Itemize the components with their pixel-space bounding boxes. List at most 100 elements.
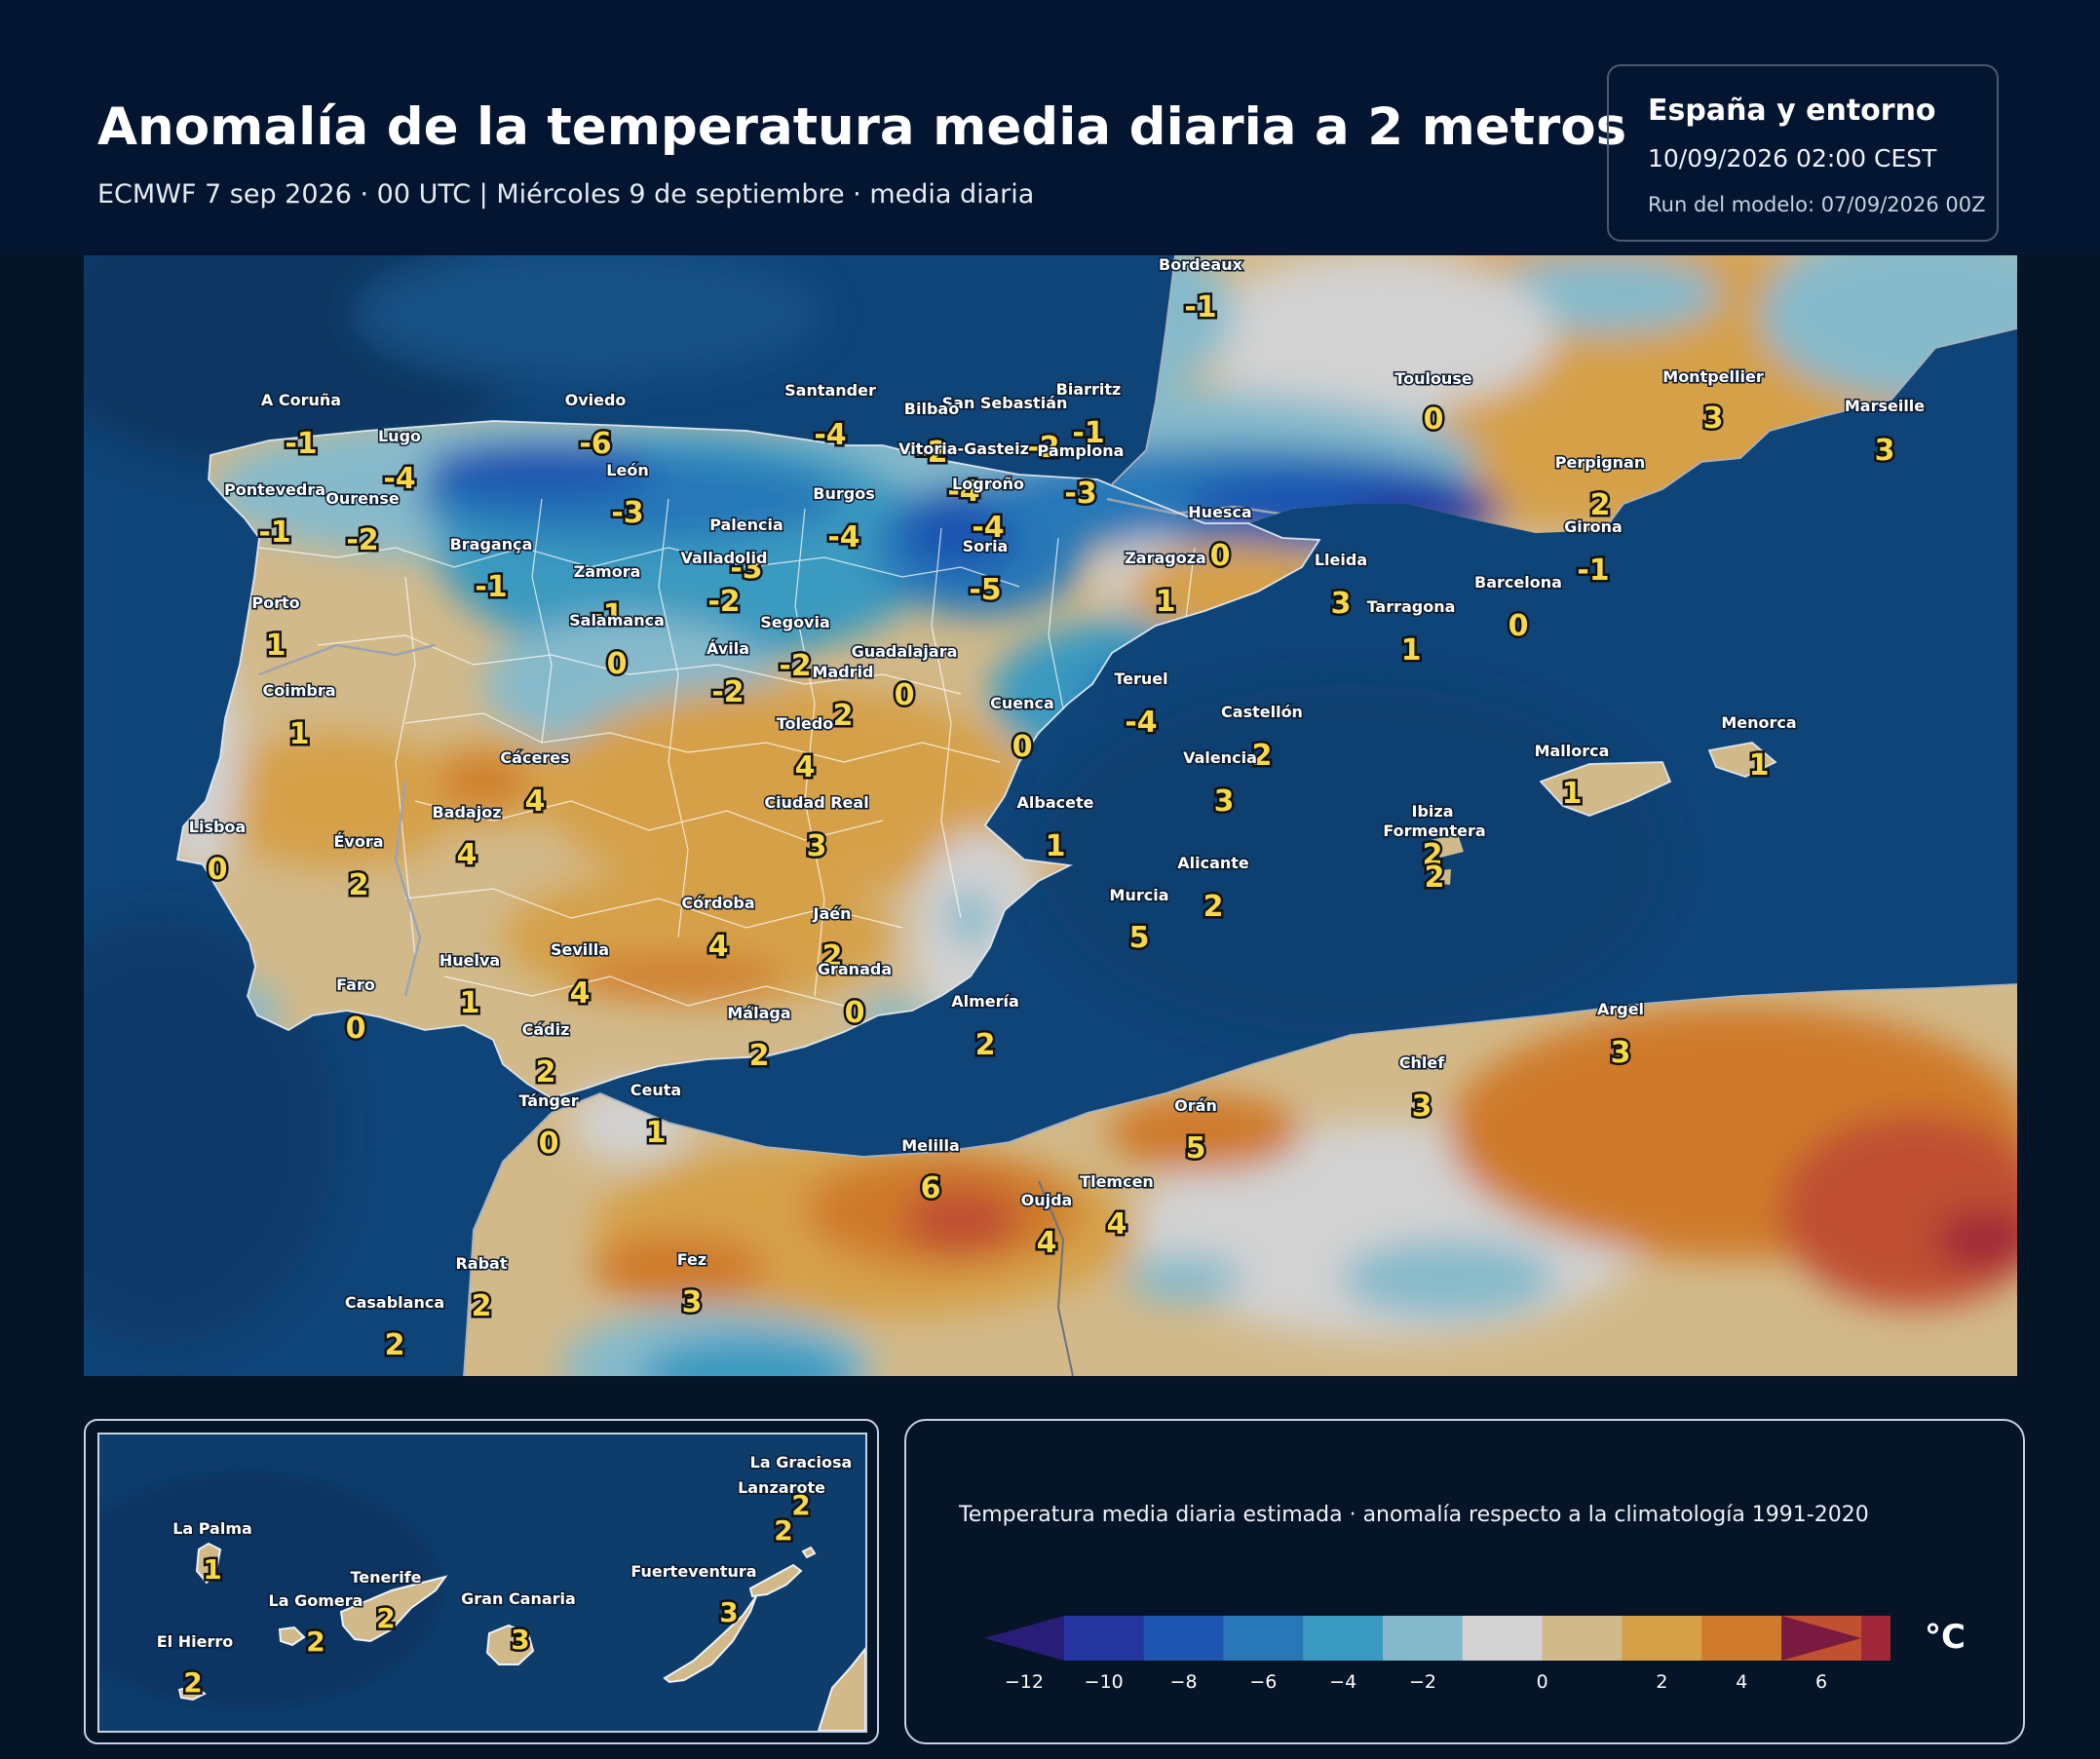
anomaly-value: -4 bbox=[814, 418, 846, 452]
canary-inset-frame: La Graciosa 2 Lanzarote 2 La Palma 1 Ten… bbox=[97, 1433, 867, 1733]
anomaly-value: 3 bbox=[1875, 434, 1895, 468]
colorbar-tick-label: 6 bbox=[1815, 1671, 1827, 1693]
city-label: Zaragoza bbox=[1125, 549, 1206, 567]
city-label: Porto bbox=[251, 593, 299, 612]
anomaly-value: 0 bbox=[845, 996, 865, 1030]
anomaly-value: -2 bbox=[346, 523, 378, 557]
city-label: Oviedo bbox=[565, 391, 627, 409]
anomaly-value: -3 bbox=[730, 552, 762, 586]
city-label: Guadalajara bbox=[852, 642, 958, 661]
anomaly-value: -2 bbox=[711, 675, 744, 709]
colorbar: −12−10−8−6−4−2024681012 bbox=[984, 1616, 1890, 1693]
anomaly-value: -3 bbox=[1064, 477, 1096, 511]
city-label: Alicante bbox=[1177, 854, 1249, 872]
colorbar-bin bbox=[1063, 1616, 1145, 1661]
anomaly-value: -2 bbox=[1027, 431, 1059, 465]
info-valid-date: 10/09/2026 02:00 CEST bbox=[1648, 144, 1937, 172]
city-label: Ibiza bbox=[1412, 802, 1454, 821]
colorbar-bin bbox=[1781, 1616, 1861, 1661]
city-label: Madrid bbox=[813, 663, 874, 681]
city-label: Montpellier bbox=[1662, 367, 1764, 386]
city-label: Cádiz bbox=[522, 1020, 570, 1039]
island-label: La Graciosa bbox=[750, 1453, 853, 1472]
city-label: Valencia bbox=[1183, 748, 1257, 767]
city-label: Ávila bbox=[706, 639, 749, 658]
info-box: España y entorno 10/09/2026 02:00 CEST R… bbox=[1607, 64, 1999, 242]
legend-unit: °C bbox=[1925, 1618, 1966, 1657]
anomaly-value: 1 bbox=[1046, 829, 1066, 863]
anomaly-value: -1 bbox=[475, 570, 507, 604]
anomaly-value: 0 bbox=[1508, 609, 1529, 643]
canary-labels: La Graciosa 2 Lanzarote 2 La Palma 1 Ten… bbox=[155, 1452, 854, 1702]
island-label: El Hierro bbox=[157, 1632, 233, 1651]
anomaly-value: -5 bbox=[969, 573, 1001, 607]
anomaly-value: 2 bbox=[1252, 739, 1273, 773]
colorbar-tick-label: 0 bbox=[1537, 1671, 1548, 1693]
city-label: Ourense bbox=[325, 489, 400, 508]
city-label: Tánger bbox=[518, 1091, 578, 1110]
island-label: La Gomera bbox=[269, 1591, 363, 1610]
anomaly-value: 3 bbox=[1703, 402, 1724, 436]
city-label: Bilbao bbox=[904, 400, 959, 418]
colorbar-bin bbox=[984, 1616, 1064, 1661]
anomaly-value: 1 bbox=[203, 1553, 221, 1586]
info-model-run: Run del modelo: 07/09/2026 00Z bbox=[1648, 193, 1986, 216]
anomaly-value: 4 bbox=[708, 930, 729, 964]
anomaly-value: 2 bbox=[1425, 860, 1445, 895]
anomaly-value: 0 bbox=[1424, 402, 1444, 437]
city-label: Cuenca bbox=[990, 694, 1054, 712]
anomaly-value: -4 bbox=[827, 520, 859, 554]
anomaly-value: 2 bbox=[1423, 838, 1443, 872]
anomaly-value: 4 bbox=[457, 838, 477, 872]
anomaly-value: 1 bbox=[266, 629, 286, 663]
city-label: Huelva bbox=[439, 951, 500, 970]
anomaly-value: -1 bbox=[1184, 290, 1216, 325]
city-label: León bbox=[606, 461, 648, 479]
city-label: Coimbra bbox=[262, 681, 335, 700]
city-label: Huesca bbox=[1188, 503, 1251, 521]
anomaly-value: 1 bbox=[1401, 633, 1422, 668]
city-label: Santander bbox=[784, 381, 876, 400]
island-label: La Palma bbox=[172, 1519, 252, 1538]
anomaly-value: 0 bbox=[539, 1127, 559, 1161]
page-subtitle: ECMWF 7 sep 2026 · 00 UTC | Miércoles 9 … bbox=[97, 179, 1035, 210]
anomaly-value: -1 bbox=[285, 427, 317, 461]
map-canvas: Bordeaux -1 Toulouse 0 Montpellier 3 Mar… bbox=[84, 255, 2017, 1376]
city-label: Lleida bbox=[1315, 551, 1367, 569]
city-label: Burgos bbox=[813, 484, 874, 503]
anomaly-value: 3 bbox=[1214, 784, 1235, 819]
city-label: Segovia bbox=[760, 613, 830, 631]
canary-islands-inset: La Graciosa 2 Lanzarote 2 La Palma 1 Ten… bbox=[84, 1419, 879, 1744]
anomaly-value: 3 bbox=[1412, 1090, 1432, 1124]
anomaly-value: 2 bbox=[536, 1055, 556, 1090]
anomaly-value: 4 bbox=[1107, 1207, 1127, 1242]
colorbar-tick-label: −8 bbox=[1170, 1671, 1198, 1693]
anomaly-value: -4 bbox=[383, 462, 415, 496]
anomaly-value: 1 bbox=[1562, 777, 1583, 811]
anomaly-value: -2 bbox=[707, 585, 740, 619]
anomaly-value: 1 bbox=[646, 1116, 667, 1150]
city-label: Almería bbox=[951, 992, 1019, 1011]
colorbar-tick-label: 2 bbox=[1656, 1671, 1667, 1693]
city-label: Murcia bbox=[1110, 886, 1169, 904]
anomaly-value: 2 bbox=[376, 1602, 395, 1634]
anomaly-value: -2 bbox=[779, 649, 811, 683]
city-label: Salamanca bbox=[569, 611, 665, 630]
anomaly-value: 1 bbox=[460, 986, 480, 1020]
colorbar-tick-label: −10 bbox=[1085, 1671, 1124, 1693]
anomaly-value: 1 bbox=[289, 717, 310, 751]
city-label: A Coruña bbox=[261, 391, 341, 409]
anomaly-value: 2 bbox=[774, 1514, 792, 1547]
anomaly-value: -1 bbox=[258, 516, 290, 550]
city-label: Pontevedra bbox=[224, 480, 325, 499]
anomaly-value: 2 bbox=[1590, 488, 1611, 522]
city-label: Évora bbox=[333, 832, 383, 851]
anomaly-value: 3 bbox=[1331, 587, 1352, 621]
anomaly-value: 3 bbox=[511, 1624, 529, 1656]
city-label: Sevilla bbox=[551, 940, 609, 959]
city-label: Lugo bbox=[378, 427, 421, 445]
anomaly-value: 3 bbox=[807, 829, 827, 863]
city-label: Faro bbox=[336, 975, 375, 994]
anomaly-value: 1 bbox=[1156, 585, 1176, 619]
city-label: Jaén bbox=[813, 904, 852, 923]
